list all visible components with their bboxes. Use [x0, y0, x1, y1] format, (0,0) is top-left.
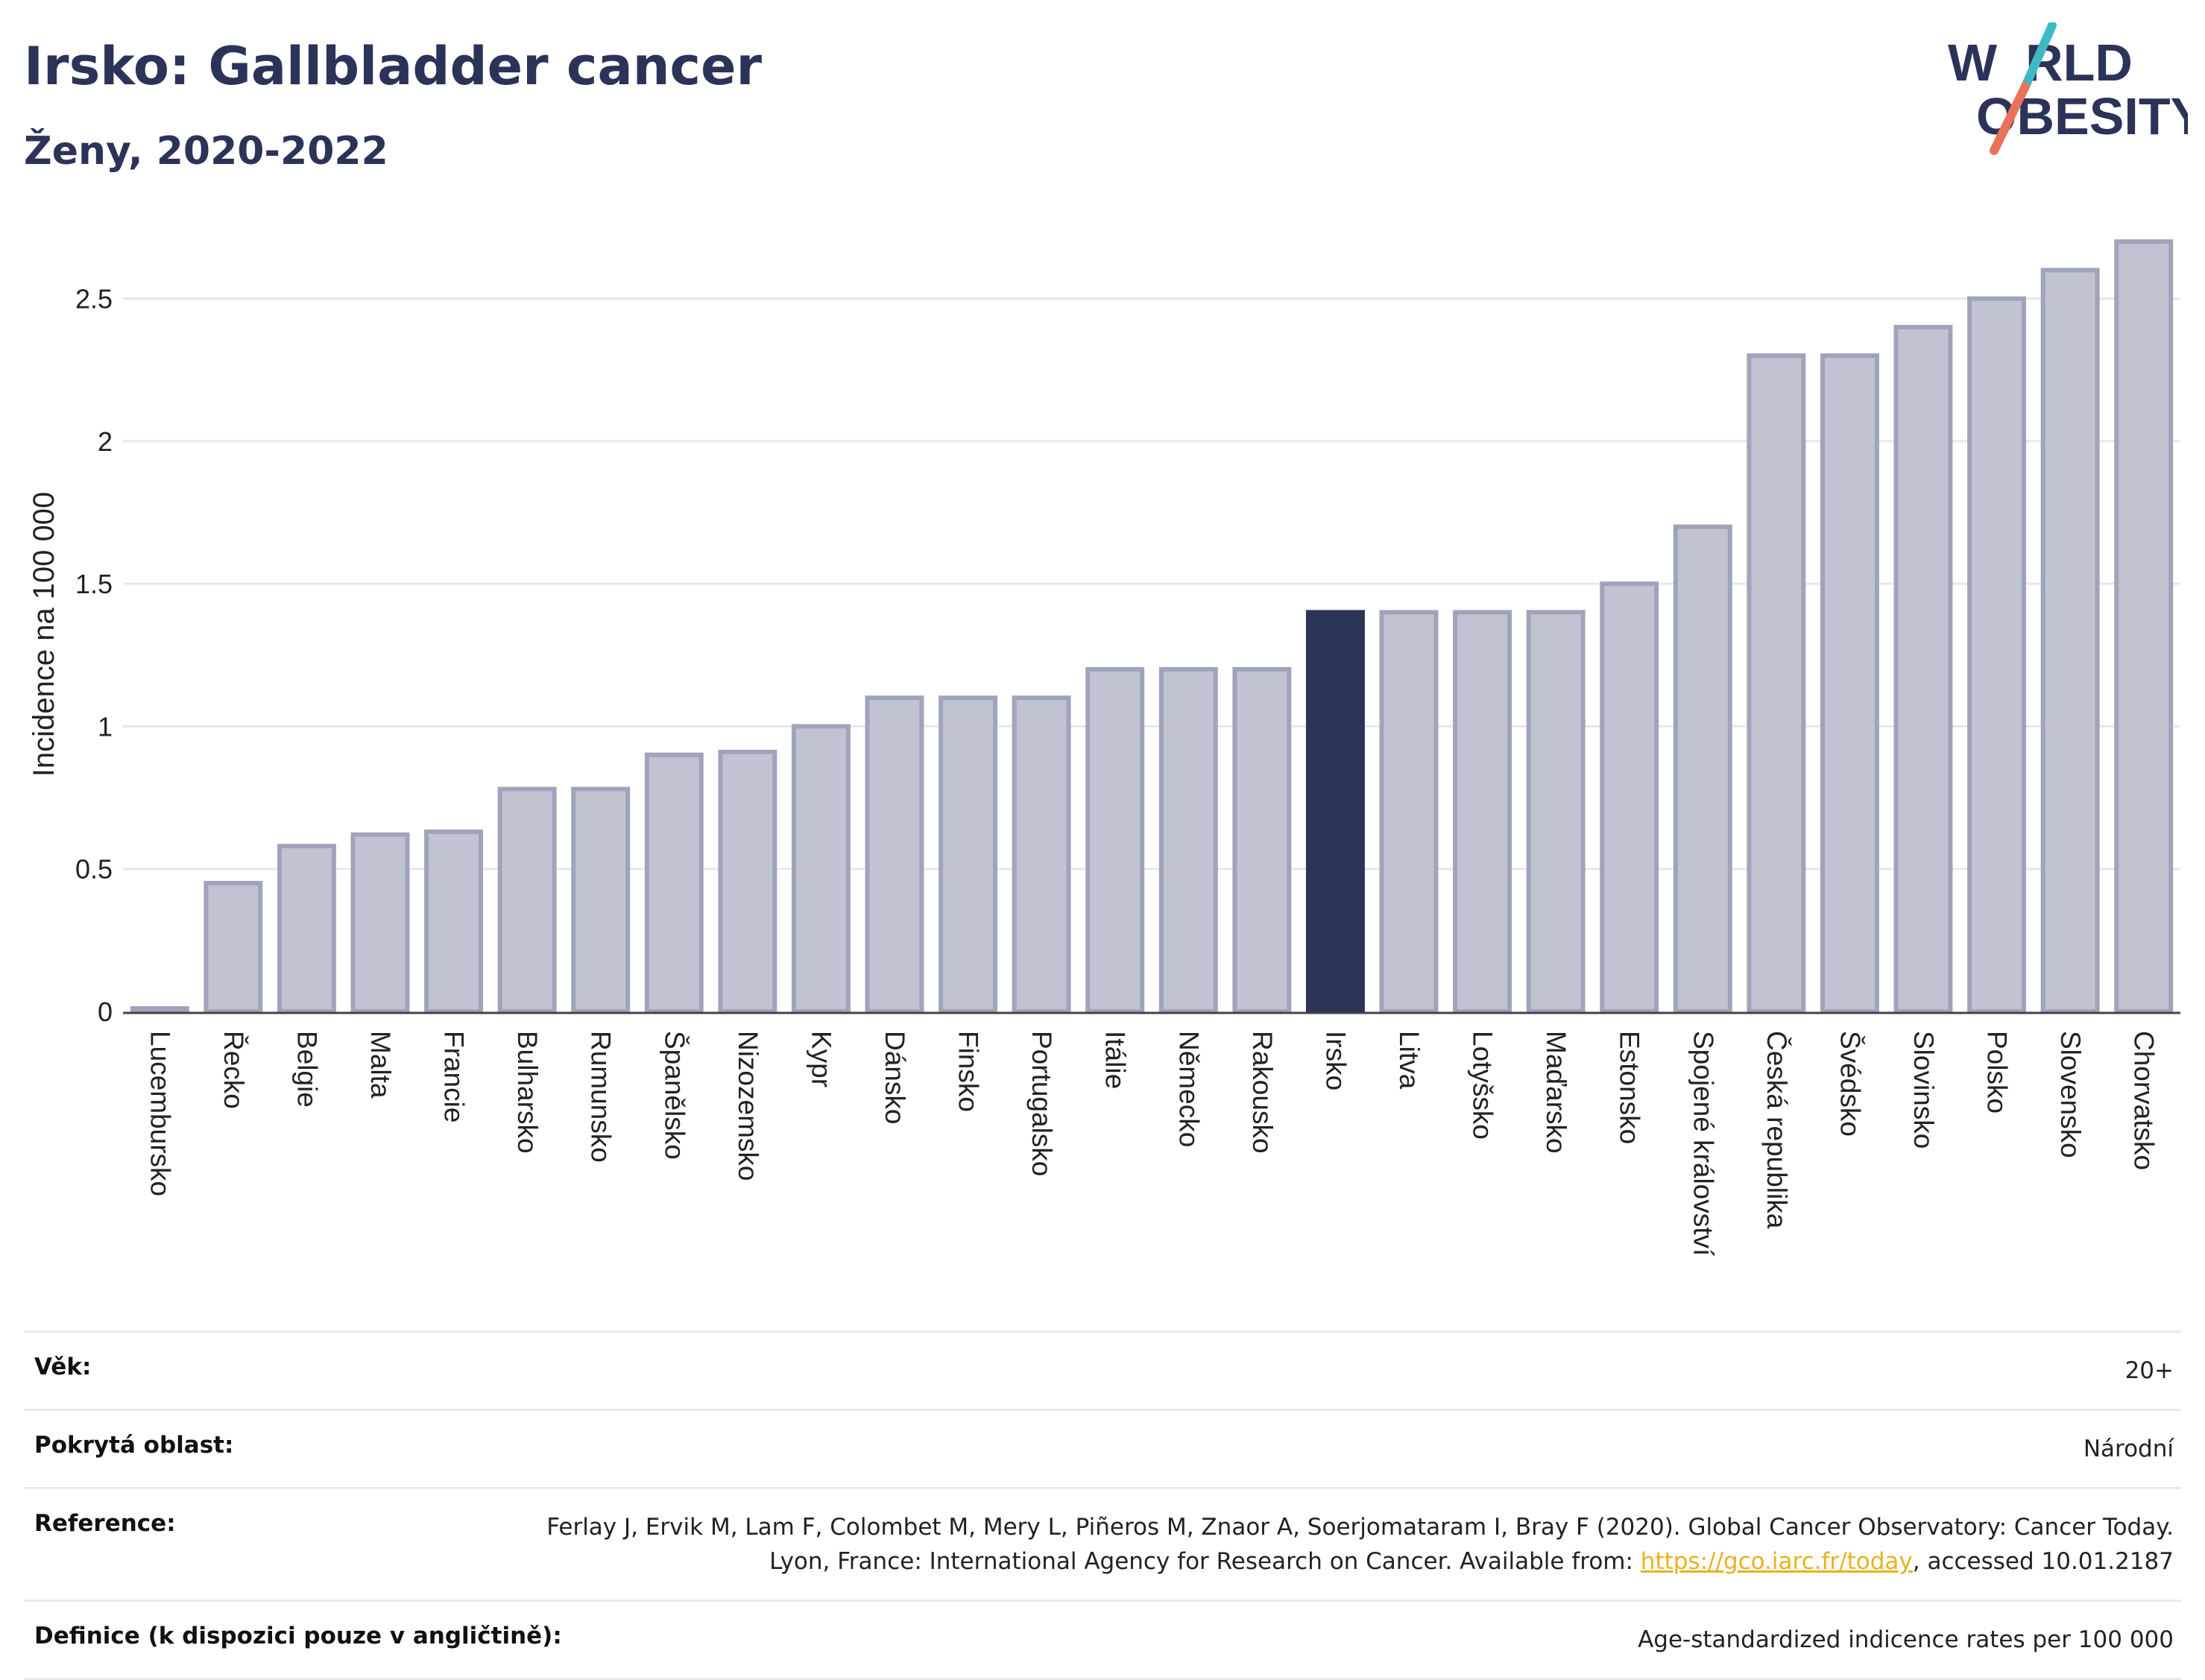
- y-tick-labels: 0 0.5 1 1.5 2 2.5: [75, 284, 113, 1027]
- x-tick-label: Lotyšsko: [1468, 1031, 1498, 1140]
- x-tick-label: Slovensko: [2055, 1031, 2086, 1158]
- x-tick-label: Polsko: [1982, 1031, 2013, 1114]
- x-tick-label: Bulharsko: [512, 1031, 543, 1154]
- bar-chart: 0 0.5 1 1.5 2 2.5 Lucembursko Řecko Belgie Malta…: [28, 239, 2180, 1257]
- reference-link[interactable]: https://gco.iarc.fr/today: [1640, 1548, 1913, 1575]
- x-tick-label: Nizozemsko: [733, 1031, 763, 1181]
- bar: [718, 749, 777, 1014]
- x-tick-label: Spojené království: [1688, 1031, 1718, 1257]
- area-value: Národní: [2083, 1436, 2174, 1462]
- x-tick-label: Litva: [1394, 1031, 1425, 1090]
- x-tick-label: Kypr: [806, 1031, 836, 1087]
- info-row-age: Věk: 20+: [24, 1330, 2181, 1409]
- bar-highlight: [1305, 610, 1365, 1014]
- bar: [2114, 239, 2174, 1014]
- age-value: 20+: [2124, 1357, 2174, 1384]
- logo-besity: BESITY: [2016, 87, 2188, 145]
- definition-value: Age-standardized indicence rates per 100…: [1638, 1626, 2174, 1653]
- bar: [1453, 610, 1512, 1014]
- bar: [1158, 666, 1218, 1014]
- x-tick-label: Estonsko: [1615, 1031, 1645, 1144]
- x-tick-label: Itálie: [1100, 1031, 1131, 1089]
- bar: [865, 695, 924, 1014]
- x-tick-label: Francie: [439, 1031, 470, 1122]
- bar: [1012, 695, 1071, 1014]
- reference-text: Ferlay J, Ervik M, Lam F, Colombet M, Me…: [546, 1514, 2174, 1575]
- bar: [204, 880, 263, 1014]
- info-table: Věk: 20+ Pokrytá oblast: Národní Referen…: [24, 1330, 2181, 1680]
- x-tick-label: Česká republika: [1761, 1031, 1792, 1229]
- bar: [939, 695, 998, 1014]
- y-tick-label: 2: [98, 426, 113, 457]
- y-tick-label: 0.5: [75, 854, 113, 885]
- x-tick-label: Řecko: [218, 1031, 249, 1109]
- bar: [1820, 353, 1879, 1014]
- bar: [350, 832, 410, 1014]
- bar: [424, 829, 484, 1014]
- x-tick-label: Lucembursko: [145, 1031, 175, 1196]
- y-tick-label: 1: [98, 711, 113, 742]
- x-tick-label: Španělsko: [659, 1031, 690, 1160]
- bar: [644, 752, 704, 1014]
- reference-suffix: , accessed 10.01.2187: [1912, 1548, 2174, 1575]
- bar: [1526, 610, 1586, 1014]
- bar: [571, 786, 631, 1014]
- bar: [1747, 353, 1806, 1014]
- reference-label: Reference:: [34, 1510, 176, 1537]
- logo-slash-coral: [1990, 82, 2030, 155]
- logo-slash-teal: [2021, 22, 2057, 91]
- bar: [1085, 666, 1145, 1014]
- bar: [497, 786, 557, 1014]
- area-label: Pokrytá oblast:: [34, 1432, 234, 1459]
- x-tick-label: Malta: [365, 1031, 396, 1099]
- x-tick-label: Rakousko: [1247, 1031, 1278, 1154]
- bar: [1893, 324, 1953, 1014]
- world-obesity-logo: W RLD OBESITY: [1948, 22, 2188, 155]
- x-tick-label: Irsko: [1320, 1031, 1351, 1090]
- x-tick-label: Rumunsko: [586, 1031, 616, 1163]
- bar: [791, 724, 851, 1014]
- reference-value: Ferlay J, Ervik M, Lam F, Colombet M, Me…: [489, 1510, 2174, 1579]
- bar: [277, 844, 336, 1014]
- age-label: Věk:: [34, 1354, 92, 1380]
- bar: [1379, 610, 1439, 1014]
- x-tick-label: Belgie: [291, 1031, 322, 1108]
- x-tick-labels: Lucembursko Řecko Belgie Malta Francie Bulhar…: [145, 1031, 2159, 1257]
- info-row-definition: Definice (k dispozici pouze v angličtině…: [24, 1600, 2181, 1680]
- x-tick-label: Chorvatsko: [2129, 1031, 2160, 1170]
- bar: [1967, 296, 2027, 1014]
- definition-label: Definice (k dispozici pouze v angličtině…: [34, 1623, 562, 1649]
- chart-title: Irsko: Gallbladder cancer: [24, 36, 763, 97]
- x-tick-label: Portugalsko: [1026, 1031, 1057, 1176]
- x-tick-label: Německo: [1173, 1031, 1204, 1147]
- info-row-area: Pokrytá oblast: Národní: [24, 1409, 2181, 1487]
- x-tick-label: Maďarsko: [1541, 1031, 1571, 1154]
- x-tick-label: Slovinsko: [1908, 1031, 1939, 1149]
- bar: [2040, 268, 2100, 1014]
- bar: [1232, 666, 1292, 1014]
- chart-subtitle: Ženy, 2020-2022: [24, 129, 388, 174]
- y-tick-label: 2.5: [75, 284, 113, 315]
- y-tick-label: 1.5: [75, 569, 113, 599]
- x-tick-label: Finsko: [953, 1031, 984, 1112]
- y-axis-label: Incidence na 100 000: [28, 492, 60, 777]
- bar: [130, 1006, 189, 1014]
- logo-w: W: [1948, 34, 1997, 92]
- info-row-reference: Reference: Ferlay J, Ervik M, Lam F, Col…: [24, 1487, 2181, 1600]
- bars: [130, 239, 2174, 1014]
- y-tick-label: 0: [98, 997, 113, 1027]
- bar: [1600, 581, 1659, 1014]
- x-tick-label: Dánsko: [880, 1031, 910, 1124]
- x-tick-label: Švédsko: [1835, 1031, 1865, 1137]
- bar: [1673, 524, 1732, 1014]
